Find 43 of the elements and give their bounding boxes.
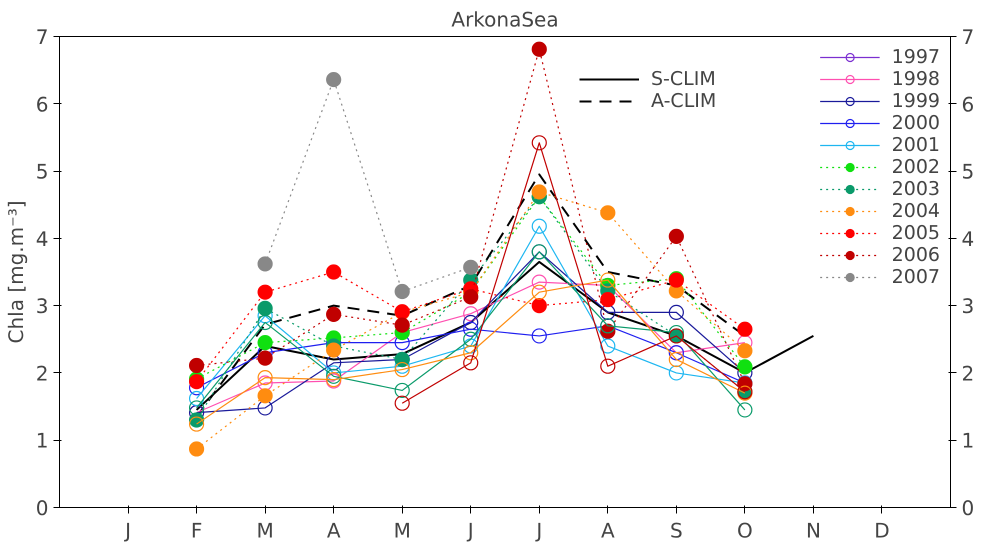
y2-tick-label: 7 xyxy=(962,25,974,49)
x-tick-label: M xyxy=(256,518,274,542)
legend-label: 2005 xyxy=(892,222,940,244)
y2-tick-label: 0 xyxy=(962,496,974,520)
y2-tick-label: 4 xyxy=(962,226,974,251)
legend-label: 2007 xyxy=(892,266,940,288)
legend-label: 1997 xyxy=(892,46,940,68)
x-tick-label: J xyxy=(534,518,542,542)
y-tick-label: 0 xyxy=(36,496,49,520)
y2-tick-label: 2 xyxy=(962,361,974,386)
legend-label: 2001 xyxy=(892,134,940,156)
y2-tick-label: 3 xyxy=(962,294,974,318)
x-tick-label: M xyxy=(394,518,411,542)
y-axis-title: Chla [mg.m⁻³] xyxy=(4,200,28,344)
y2-tick-label: 1 xyxy=(962,428,974,453)
y-tick-label: 5 xyxy=(36,160,49,184)
x-tick-label: A xyxy=(600,518,615,542)
x-tick-label: S xyxy=(670,518,683,542)
y-tick-label: 6 xyxy=(36,92,49,116)
y2-tick-label: 5 xyxy=(962,160,974,184)
x-tick-label: A xyxy=(326,518,341,542)
legend-label: 2004 xyxy=(892,200,940,222)
chart-title: ArkonaSea xyxy=(451,8,559,32)
y-tick-label: 4 xyxy=(36,226,49,251)
legend-label: 1998 xyxy=(892,68,940,90)
legend-label: 2002 xyxy=(892,156,940,178)
y-tick-label: 7 xyxy=(36,25,49,49)
y-tick-label: 2 xyxy=(36,361,49,386)
legend-label: S-CLIM xyxy=(651,68,716,90)
x-tick-label: D xyxy=(874,518,890,542)
legend-label: 1999 xyxy=(892,90,940,112)
legend-label: 2006 xyxy=(892,244,940,266)
x-tick-label: N xyxy=(806,518,821,542)
x-tick-label: J xyxy=(466,518,474,542)
y-tick-label: 1 xyxy=(36,428,49,453)
y2-tick-label: 6 xyxy=(962,92,974,116)
x-tick-label: J xyxy=(123,518,131,542)
legend-label: A-CLIM xyxy=(651,90,716,112)
x-tick-label: O xyxy=(737,518,753,542)
legend-label: 2000 xyxy=(892,112,940,134)
x-tick-label: F xyxy=(190,518,202,542)
y-tick-label: 3 xyxy=(36,294,49,318)
legend-label: 2003 xyxy=(892,178,940,200)
